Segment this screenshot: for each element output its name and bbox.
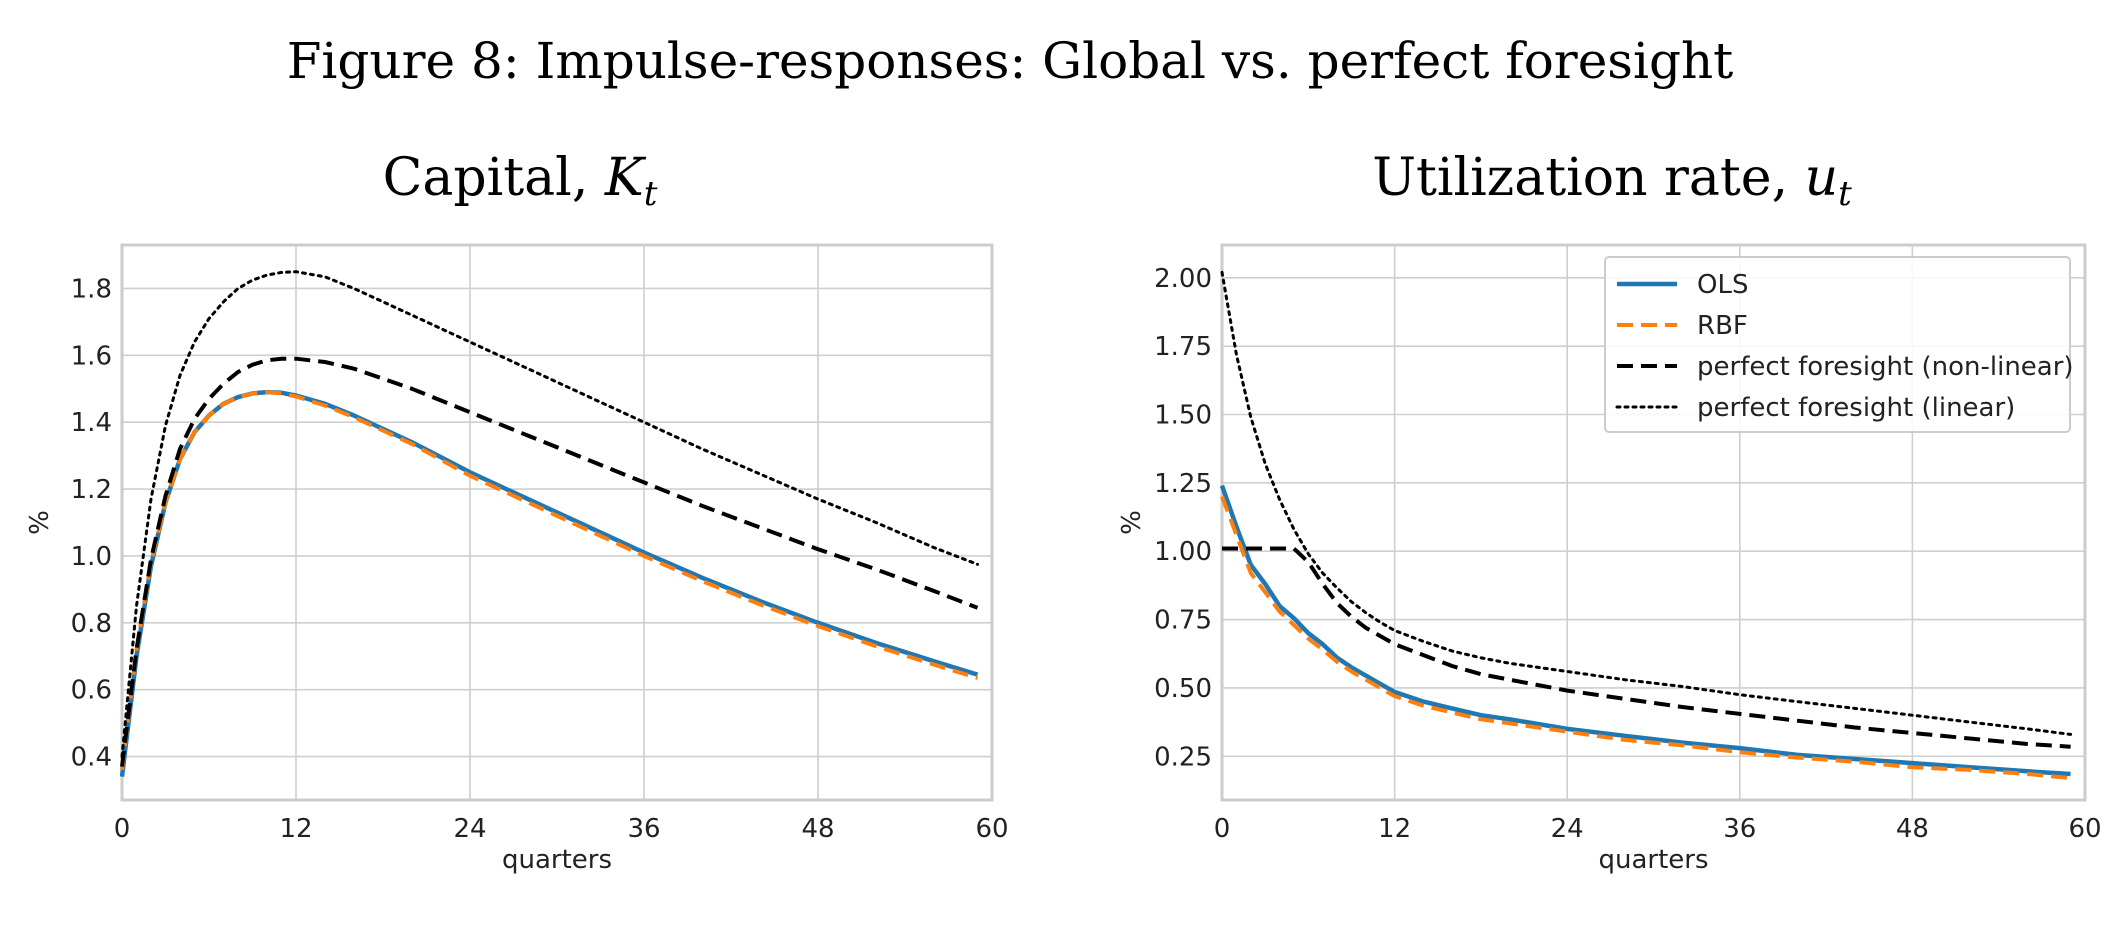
y-tick-label: 1.0 [71, 542, 112, 572]
capital-series-pf_linear [120, 270, 979, 758]
y-tick-label: 2.00 [1154, 264, 1212, 294]
x-tick-label: 48 [1896, 814, 1929, 844]
x-tick-label: 60 [975, 814, 1008, 844]
x-tick-label: 60 [2068, 814, 2101, 844]
y-tick-label: 0.50 [1154, 674, 1212, 704]
capital-title: Capital, Kt [383, 148, 658, 214]
x-tick-label: 36 [627, 814, 660, 844]
utilization-series-ols [1219, 484, 2071, 777]
legend-item-label: perfect foresight (non-linear) [1697, 352, 2074, 382]
x-tick-label: 24 [1551, 814, 1584, 844]
x-tick-label: 0 [114, 814, 131, 844]
y-tick-label: 1.25 [1154, 469, 1212, 499]
utilization-panel: Utilization rate, ut 0 12 24 36 48 60 0.25 0.50 0… [1117, 148, 2102, 875]
y-tick-label: 0.6 [71, 676, 112, 706]
legend-item-label: OLS [1697, 270, 1748, 300]
x-tick-label: 12 [279, 814, 312, 844]
capital-axes-frame [120, 243, 994, 802]
y-tick-label: 1.8 [71, 274, 112, 304]
capital-plot-area [122, 245, 992, 800]
y-tick-label: 0.75 [1154, 606, 1212, 636]
x-tick-label: 36 [1723, 814, 1756, 844]
y-tick-label: 1.50 [1154, 401, 1212, 431]
utilization-series-pf_linear [1220, 270, 2073, 736]
y-tick-label: 0.4 [71, 743, 112, 773]
y-tick-label: 0.8 [71, 609, 112, 639]
capital-x-axis-label: quarters [502, 845, 612, 875]
utilization-series-rbf [1220, 495, 2071, 781]
y-tick-label: 1.6 [71, 341, 112, 371]
x-tick-label: 48 [801, 814, 834, 844]
capital-series-pf_nonlinear [120, 356, 979, 767]
capital-panel: Capital, Kt 0 12 24 36 48 60 0.4 0.6 0.8 1.0 1.2 1.4… [25, 148, 1009, 875]
y-tick-label: 1.00 [1154, 537, 1212, 567]
x-tick-label: 24 [453, 814, 486, 844]
utilization-axes-frame [1220, 243, 2087, 802]
y-tick-label: 1.75 [1154, 332, 1212, 362]
capital-series-rbf [120, 390, 979, 771]
y-tick-label: 1.4 [71, 408, 112, 438]
y-tick-label: 0.25 [1154, 742, 1212, 772]
utilization-series-pf_nonlinear [1222, 546, 2071, 749]
legend [1604, 256, 2071, 433]
y-tick-label: 1.2 [71, 475, 112, 505]
utilization-title: Utilization rate, ut [1372, 148, 1852, 214]
legend-item-label: perfect foresight (linear) [1697, 393, 2015, 423]
utilization-y-axis-label: % [1117, 510, 1147, 535]
figure-title: Figure 8: Impulse-responses: Global vs. … [287, 32, 1734, 90]
utilization-x-axis-label: quarters [1598, 845, 1708, 875]
capital-y-axis-label: % [25, 510, 55, 535]
x-tick-label: 0 [1214, 814, 1231, 844]
x-tick-label: 12 [1378, 814, 1411, 844]
legend-item-label: RBF [1697, 311, 1748, 341]
